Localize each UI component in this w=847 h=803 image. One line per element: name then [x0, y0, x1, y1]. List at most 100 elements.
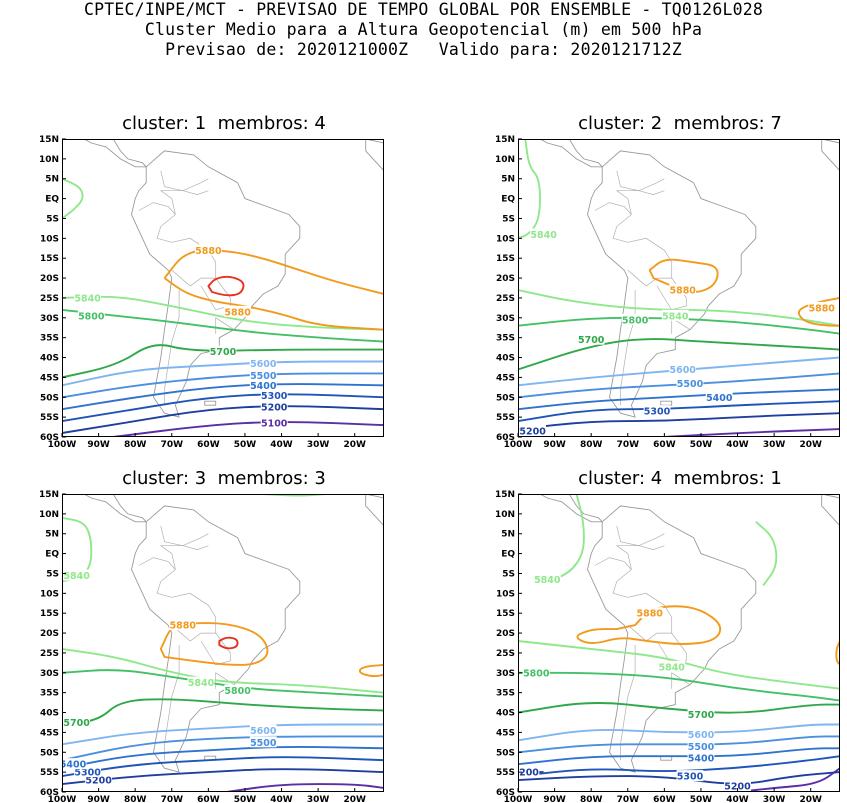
coastline	[365, 494, 384, 539]
x-tick-label: 50W	[234, 440, 257, 450]
x-tick-label: 100W	[48, 795, 77, 803]
y-tick-label: 25S	[496, 649, 515, 659]
y-tick-label: 15N	[495, 135, 515, 145]
x-tick-label: 80W	[124, 795, 147, 803]
contour-label-5700: 5700	[210, 347, 237, 358]
y-tick-label: 50S	[40, 748, 59, 758]
contour-label-5840: 5840	[662, 311, 689, 322]
y-tick-label: 15S	[496, 254, 515, 264]
y-tick-label: 45S	[496, 728, 515, 738]
contour-label-5500: 5500	[250, 371, 277, 382]
contour-5840	[518, 289, 840, 327]
country-border	[615, 178, 665, 215]
contour-label-bg	[676, 377, 704, 389]
x-tick-label: 40W	[270, 795, 293, 803]
coastline	[83, 139, 148, 168]
contour-5400	[62, 383, 384, 411]
contour-label-5880: 5880	[195, 246, 222, 257]
x-tick-label: 50W	[234, 795, 257, 803]
contour-label-bg	[687, 740, 715, 752]
contour-5800	[62, 669, 384, 698]
x-tick-label: 30W	[763, 440, 786, 450]
country-border	[616, 525, 665, 550]
contour-5880	[797, 296, 840, 327]
contour-label-bg	[63, 569, 90, 581]
contour-label-bg	[687, 708, 715, 720]
x-tick-label: 40W	[270, 440, 293, 450]
contour-label-bg	[519, 425, 546, 436]
country-border	[656, 632, 687, 666]
y-tick-label: 40S	[496, 354, 515, 364]
y-tick-label: 5N	[45, 530, 59, 540]
x-tick-label: 50W	[690, 795, 713, 803]
y-tick-label: 10N	[495, 510, 515, 520]
contour-label-bg	[687, 728, 715, 740]
contour-label-5600: 5600	[250, 726, 277, 737]
y-tick-label: 30S	[40, 669, 59, 679]
map-frame	[518, 494, 840, 792]
header-line-2: Cluster Medio para a Altura Geopotencial…	[144, 20, 703, 39]
y-tick-label: 20S	[40, 274, 59, 284]
y-tick-label: 55S	[40, 413, 59, 423]
contour-5100	[113, 421, 384, 437]
y-tick-label: 15N	[39, 135, 59, 145]
x-tick-label: 20W	[343, 795, 366, 803]
panel-3-title: cluster: 3 membros: 3	[122, 468, 326, 489]
country-border	[159, 533, 209, 570]
contour-5880	[163, 249, 384, 295]
x-tick-label: 80W	[580, 795, 603, 803]
y-tick-label: 20S	[496, 629, 515, 639]
contour-label-bg	[661, 309, 689, 321]
contour-5880	[358, 663, 384, 678]
country-border	[200, 277, 231, 311]
y-tick-label: 30S	[496, 669, 515, 679]
contour-label-bg	[249, 724, 277, 736]
contour-label-bg	[669, 284, 697, 295]
contour-label-5400: 5400	[250, 381, 277, 392]
country-border	[164, 290, 180, 406]
y-tick-label: 20S	[496, 274, 515, 284]
coastline	[131, 150, 301, 418]
contour-5700	[62, 698, 384, 726]
contour-label-bg	[669, 363, 697, 375]
header-line-3: Previsao de: 2020121000Z Valido para: 20…	[165, 40, 682, 59]
contour-5100	[737, 767, 840, 792]
contour-label-5800: 5800	[224, 686, 251, 697]
country-border	[171, 237, 217, 287]
country-border	[627, 592, 673, 642]
y-tick-label: 15N	[39, 490, 59, 500]
coastline	[821, 139, 840, 184]
contour-label-5700: 5700	[688, 710, 715, 721]
contour-5200	[62, 405, 384, 434]
x-tick-label: 90W	[543, 795, 566, 803]
x-tick-label: 20W	[799, 795, 822, 803]
y-tick-label: 10S	[496, 589, 515, 599]
contour-5920	[207, 275, 245, 297]
contour-label-bg	[249, 379, 277, 391]
contour-label-bg	[74, 766, 101, 778]
contour-label-bg	[260, 417, 288, 429]
contour-label-bg	[687, 752, 715, 764]
y-tick-label: 55S	[496, 768, 515, 778]
panel-4-title: cluster: 4 membros: 1	[578, 468, 782, 489]
country-border	[171, 592, 217, 642]
contour-label-bg	[577, 333, 605, 345]
contour-label-bg	[187, 676, 215, 688]
contour-label-bg	[77, 309, 105, 321]
y-tick-label: 10N	[39, 510, 59, 520]
x-tick-label: 70W	[161, 795, 184, 803]
coastline	[660, 400, 673, 406]
y-tick-label: 35S	[40, 689, 59, 699]
panel-1-title: cluster: 1 membros: 4	[122, 113, 326, 134]
country-border	[160, 525, 209, 550]
coastline	[539, 494, 604, 523]
x-tick-label: 40W	[726, 440, 749, 450]
contour-5700	[518, 338, 840, 371]
y-tick-label: EQ	[45, 550, 59, 560]
country-border	[594, 202, 632, 215]
y-tick-label: 10N	[39, 155, 59, 165]
contour-label-5200: 5200	[261, 403, 288, 414]
country-border	[612, 214, 632, 243]
y-tick-label: 55S	[496, 413, 515, 423]
